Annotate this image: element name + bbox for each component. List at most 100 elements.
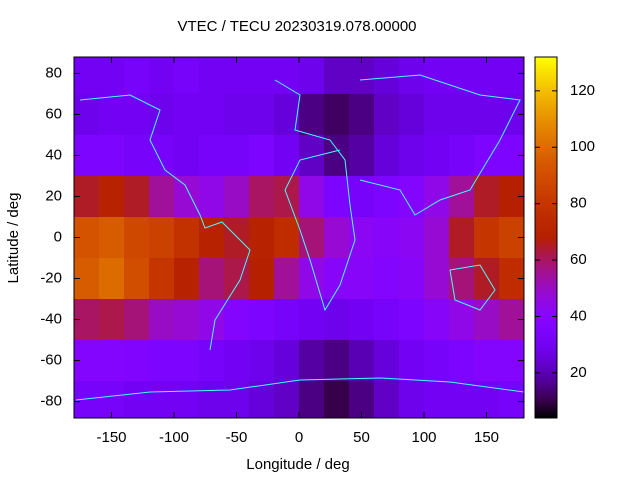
colorbar-tick-label: 60 [570, 251, 587, 268]
y-tick-label: 40 [45, 146, 62, 163]
heat-cell [349, 340, 375, 382]
heat-cell [374, 134, 400, 177]
heat-cell [74, 57, 100, 95]
heat-cell [124, 134, 150, 177]
y-tick-label: 20 [45, 187, 62, 204]
heat-cell [149, 381, 175, 418]
heat-cell [299, 134, 325, 177]
heat-cell [349, 299, 375, 341]
heat-cell [374, 299, 400, 341]
colorbar-tick-label: 20 [570, 364, 587, 381]
heat-cell [499, 381, 524, 418]
heat-cell [199, 340, 225, 382]
colorbar-tick-label: 100 [570, 138, 595, 155]
heat-cell [299, 175, 325, 218]
heat-cell [399, 57, 425, 95]
heat-cell [249, 216, 275, 259]
heat-cell [149, 57, 175, 95]
heat-cell [124, 93, 150, 136]
heat-cell [324, 216, 350, 259]
heat-cell [149, 216, 175, 259]
heat-cell [274, 216, 300, 259]
heat-cell [374, 57, 400, 95]
heat-cell [424, 299, 450, 341]
heat-cell [399, 216, 425, 259]
colorbar-tick-label: 120 [570, 82, 595, 99]
x-tick-label: 0 [295, 429, 303, 446]
heat-cell [99, 258, 125, 300]
heat-cell [174, 340, 200, 382]
heat-cell [149, 175, 175, 218]
heat-cell [299, 93, 325, 136]
heat-cell [499, 57, 524, 95]
heat-cell [174, 381, 200, 418]
heat-cell [399, 299, 425, 341]
heat-cell [449, 340, 475, 382]
heat-cell [199, 381, 225, 418]
x-tick-label: 150 [474, 429, 499, 446]
heat-cell [224, 340, 250, 382]
heat-cell [249, 175, 275, 218]
heat-cell [274, 258, 300, 300]
heat-cell [124, 258, 150, 300]
heat-cell [399, 93, 425, 136]
heat-cell [99, 57, 125, 95]
heat-cell [399, 340, 425, 382]
heat-cell [99, 340, 125, 382]
heat-cell [149, 299, 175, 341]
heat-cell [199, 57, 225, 95]
x-tick-label: -100 [159, 429, 189, 446]
heat-cell [349, 93, 375, 136]
heat-cell [224, 93, 250, 136]
heat-cell [199, 175, 225, 218]
heat-cell [299, 340, 325, 382]
heat-cell [124, 57, 150, 95]
heat-cell [424, 134, 450, 177]
colorbar-tick-label: 80 [570, 195, 587, 212]
chart-title: VTEC / TECU 20230319.078.00000 [177, 18, 416, 35]
heat-cell [224, 134, 250, 177]
heat-cell [299, 57, 325, 95]
heat-cell [374, 340, 400, 382]
heat-cell [349, 57, 375, 95]
x-tick-label: 50 [353, 429, 370, 446]
x-tick-label: -50 [226, 429, 248, 446]
heat-cell [349, 258, 375, 300]
heat-cell [449, 57, 475, 95]
heat-cell [349, 216, 375, 259]
heat-cell [474, 340, 500, 382]
heat-cell [449, 175, 475, 218]
heat-cell [274, 175, 300, 218]
heat-cell [249, 340, 275, 382]
x-tick-label: -150 [96, 429, 126, 446]
y-tick-label: 0 [54, 228, 62, 245]
heat-cell [149, 258, 175, 300]
heat-cell [424, 381, 450, 418]
heat-cell [174, 299, 200, 341]
heat-cell [199, 299, 225, 341]
heat-cell [224, 381, 250, 418]
heat-cell [274, 340, 300, 382]
heat-cell [224, 216, 250, 259]
heat-cell [249, 258, 275, 300]
heat-cell [474, 216, 500, 259]
heat-cell [449, 134, 475, 177]
heat-cell [249, 299, 275, 341]
heat-cell [174, 216, 200, 259]
heat-cell [249, 134, 275, 177]
heat-cell [174, 57, 200, 95]
y-tick-label: -80 [40, 393, 62, 410]
heat-cell [399, 134, 425, 177]
heat-cell [374, 381, 400, 418]
heat-cell [399, 258, 425, 300]
heat-cell [324, 340, 350, 382]
heat-cell [399, 175, 425, 218]
heat-cell [199, 134, 225, 177]
colorbar [534, 56, 558, 419]
heat-cell [424, 216, 450, 259]
heat-cell [274, 134, 300, 177]
colorbar-tick-label: 40 [570, 307, 587, 324]
heat-cell [449, 258, 475, 300]
heat-cell [224, 175, 250, 218]
